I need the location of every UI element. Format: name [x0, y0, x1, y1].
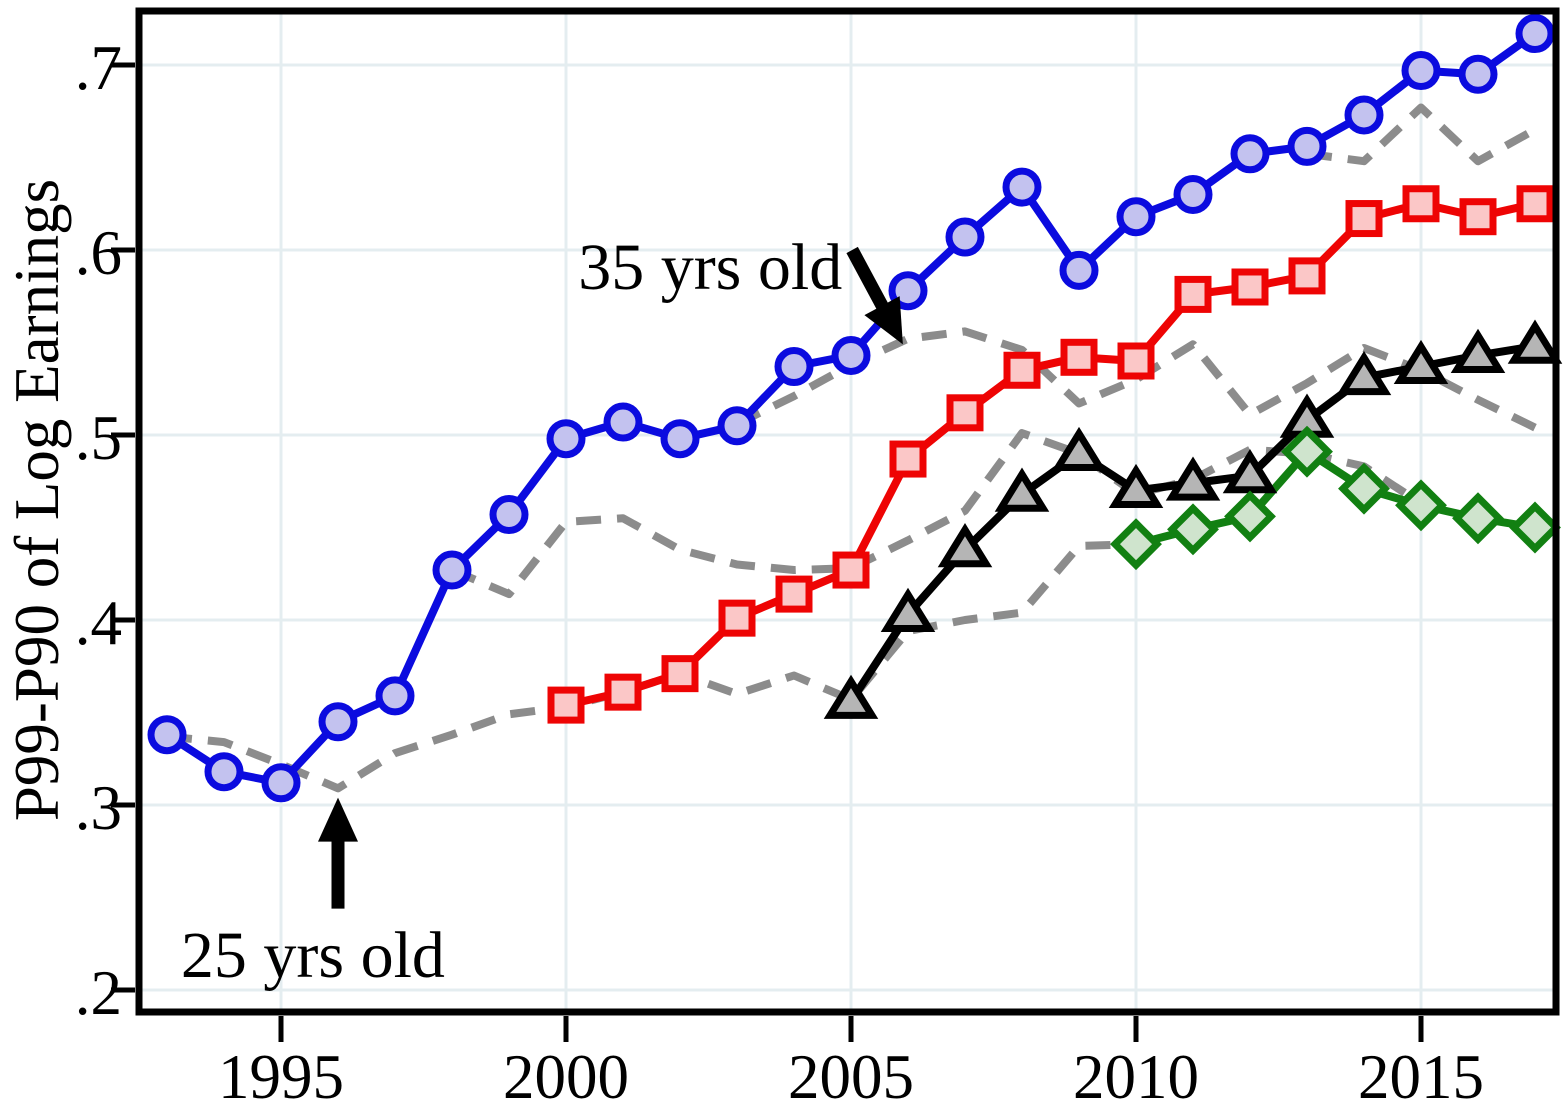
series-line-dashed-cohort-b	[450, 429, 1424, 599]
ann-25-label: 25 yrs old	[181, 919, 445, 992]
circle-marker-2017	[1515, 14, 1555, 54]
square-marker-2010	[1117, 342, 1155, 380]
square-marker-2005	[832, 551, 870, 589]
circle-marker-2004	[774, 347, 814, 387]
ann-35-arrow-head	[864, 296, 903, 345]
circle-marker-2003	[717, 406, 757, 446]
square-marker-2013	[1288, 257, 1326, 295]
square-marker-2000	[547, 686, 585, 724]
circle-marker-2006	[888, 271, 928, 311]
triangle-marker-2006	[880, 587, 936, 632]
triangle-marker-2015	[1393, 339, 1449, 385]
square-marker-2016	[1459, 198, 1497, 236]
y-tick-label-.4: .4	[75, 588, 122, 658]
circle-marker-1999	[489, 495, 529, 535]
x-tick-label-2005: 2005	[788, 1042, 914, 1109]
y-tick-label-.7: .7	[75, 33, 122, 103]
circle-marker-2016	[1458, 54, 1498, 94]
triangle-marker-2008	[994, 467, 1050, 512]
circle-marker-2005	[831, 335, 871, 375]
x-tick-label-1995: 1995	[218, 1042, 344, 1109]
triangle-marker-2012	[1222, 449, 1278, 494]
y-axis-title: P99-P90 of Log Earnings	[2, 179, 72, 821]
circle-marker-2011	[1173, 175, 1213, 214]
diamond-marker-2016	[1452, 492, 1504, 545]
circle-marker-2012	[1230, 134, 1270, 174]
triangle-marker-2016	[1450, 328, 1506, 373]
circle-marker-1994	[204, 752, 244, 792]
triangle-marker-2017	[1507, 319, 1563, 364]
square-marker-2017	[1516, 185, 1554, 223]
triangle-marker-2011	[1165, 456, 1221, 501]
circle-marker-2014	[1344, 95, 1384, 135]
circle-marker-2007	[945, 217, 985, 257]
circle-marker-1997	[375, 676, 415, 716]
square-marker-2006	[889, 440, 927, 478]
circle-marker-1996	[318, 702, 358, 742]
x-tick-label-2010: 2010	[1073, 1042, 1199, 1109]
square-marker-2004	[775, 575, 813, 613]
square-marker-2012	[1231, 268, 1269, 306]
square-marker-2008	[1003, 351, 1041, 389]
x-tick-label-2000: 2000	[503, 1042, 629, 1109]
y-tick-label-.5: .5	[75, 403, 122, 473]
circle-marker-1993	[147, 715, 187, 755]
circle-marker-2008	[1002, 167, 1042, 207]
square-marker-2015	[1402, 185, 1440, 223]
triangle-marker-2009	[1051, 426, 1107, 471]
diamond-marker-2011	[1167, 503, 1219, 556]
x-tick-label-2015: 2015	[1358, 1042, 1484, 1109]
triangle-marker-2010	[1108, 463, 1164, 508]
diamond-marker-2010	[1110, 518, 1162, 571]
square-marker-2003	[718, 599, 756, 637]
triangle-marker-2007	[937, 523, 993, 568]
ann-25-arrow-head	[318, 797, 358, 842]
diamond-marker-2012	[1224, 490, 1276, 543]
diamond-marker-2014	[1338, 462, 1390, 515]
square-marker-2002	[661, 655, 699, 693]
diamond-marker-2015	[1395, 479, 1447, 532]
square-marker-2007	[946, 394, 984, 432]
square-marker-2009	[1060, 338, 1098, 376]
circle-marker-2015	[1401, 51, 1441, 91]
circle-marker-2002	[660, 419, 700, 459]
y-tick-label-.2: .2	[75, 958, 122, 1028]
square-marker-2014	[1345, 200, 1383, 238]
square-marker-2011	[1174, 275, 1212, 313]
circle-marker-2009	[1059, 250, 1099, 290]
series-line-dashed-cohort-d	[1306, 103, 1537, 166]
diamond-marker-2017	[1509, 501, 1561, 554]
square-marker-2001	[604, 673, 642, 711]
ann-35-label: 35 yrs old	[578, 231, 842, 304]
circle-marker-2013	[1287, 126, 1327, 166]
circle-marker-2010	[1116, 197, 1156, 237]
circle-marker-1995	[261, 763, 301, 803]
y-tick-label-.6: .6	[75, 218, 122, 288]
triangle-marker-2005	[823, 674, 879, 719]
y-tick-label-.3: .3	[75, 773, 122, 843]
diamond-marker-2013	[1281, 425, 1333, 478]
circle-marker-2001	[603, 402, 643, 442]
plot-frame	[135, 7, 1560, 1016]
ann-35-arrow-shaft	[846, 246, 891, 314]
circle-marker-1998	[432, 550, 472, 590]
triangle-marker-2014	[1336, 350, 1392, 396]
circle-marker-2000	[546, 419, 586, 459]
